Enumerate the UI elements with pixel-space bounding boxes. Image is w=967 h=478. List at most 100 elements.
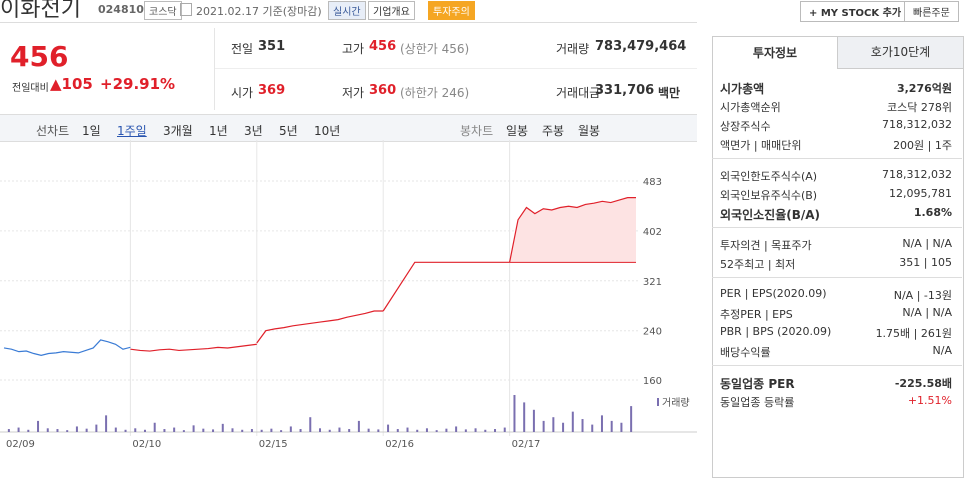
volume-bar xyxy=(56,429,59,432)
realtime-button[interactable]: 실시간 xyxy=(328,1,366,20)
info-label: 동일업종 PER xyxy=(720,377,795,391)
info-value: 351 | 105 xyxy=(899,256,952,269)
volume-bar xyxy=(299,429,302,432)
panel-tab[interactable]: 투자정보 xyxy=(713,37,837,69)
order-button[interactable]: 빠른주문 xyxy=(904,1,959,22)
period-tab[interactable]: 3년 xyxy=(244,124,263,138)
volume-bar xyxy=(630,406,633,432)
volume-bar xyxy=(620,422,623,432)
panel-tab[interactable]: 호가10단계 xyxy=(837,37,963,69)
volume-bar xyxy=(250,429,253,432)
volume-bar xyxy=(571,411,574,432)
cell-label: 전일 xyxy=(231,42,254,56)
cell-value: 351 xyxy=(258,39,286,54)
volume-bar xyxy=(455,426,458,432)
volume-bar xyxy=(562,422,565,432)
volume-bar xyxy=(114,427,117,432)
info-label: 투자의견 | 목표주가 xyxy=(720,239,812,252)
info-value: N/A | N/A xyxy=(902,306,952,319)
volume-bar xyxy=(192,425,195,432)
stock-title: 이화전기 xyxy=(0,0,81,22)
info-label: 액면가 | 매매단위 xyxy=(720,139,802,152)
info-value: 200원 | 1주 xyxy=(893,139,952,152)
volume-bar xyxy=(231,428,234,432)
price-box xyxy=(0,28,215,110)
volume-bar xyxy=(7,429,10,432)
info-label: 외국인소진율(B/A) xyxy=(720,208,821,222)
candle-tab[interactable]: 일봉 xyxy=(506,124,529,138)
volume-bar xyxy=(124,429,127,432)
info-row: PER | EPS(2020.09) N/A | -13원 xyxy=(720,287,952,303)
info-label: 배당수익률 xyxy=(720,346,771,359)
row-divider xyxy=(215,68,697,69)
volume-bar xyxy=(319,428,321,432)
volume-bar xyxy=(474,428,477,432)
volume-bar xyxy=(387,424,390,432)
info-label: 동일업종 등락률 xyxy=(720,396,795,409)
volume-bar xyxy=(367,428,370,432)
info-row: 시가총액 3,276억원 xyxy=(720,80,952,97)
period-tab[interactable]: 3개월 xyxy=(163,124,193,138)
price-line xyxy=(509,197,636,263)
price: 456 xyxy=(10,40,69,73)
cell-label: 저가 xyxy=(342,86,365,100)
volume-bar xyxy=(27,429,30,432)
info-label: 추정PER | EPS xyxy=(720,308,793,321)
volume-bar xyxy=(17,427,20,432)
volume-bar xyxy=(357,420,360,432)
candle-tab[interactable]: 주봉 xyxy=(542,124,565,138)
period-tab[interactable]: 1일 xyxy=(82,124,101,138)
period-tab[interactable]: 1년 xyxy=(209,124,228,138)
cell-label: 거래량 xyxy=(556,42,590,56)
volume-bar xyxy=(134,428,137,432)
x-tick-label: 02/15 xyxy=(259,439,288,450)
y-tick-label: 321 xyxy=(643,277,662,288)
info-label: 상장주식수 xyxy=(720,120,771,133)
info-row: 배당수익률 N/A xyxy=(720,344,952,360)
tab-bar xyxy=(0,114,697,142)
cell-label: 시가 xyxy=(231,86,254,100)
area-fill xyxy=(509,197,636,263)
volume-bar xyxy=(163,429,166,432)
info-label: 52주최고 | 최저 xyxy=(720,258,796,271)
volume-bar xyxy=(37,420,40,432)
cell-note: (상한가 456) xyxy=(400,42,470,56)
volume-bar xyxy=(212,429,215,432)
period-tab[interactable]: 10년 xyxy=(314,124,341,138)
period-tab[interactable]: 5년 xyxy=(279,124,298,138)
cell-note: (하한가 246) xyxy=(400,86,470,100)
info-row: 시가총액순위 코스닥 278위 xyxy=(720,99,952,115)
volume-bar xyxy=(75,426,78,432)
volume-legend-mark xyxy=(657,398,659,406)
volume-bar xyxy=(105,415,108,432)
market-badge: 코스닥 xyxy=(144,1,182,20)
info-row: 투자의견 | 목표주가 N/A | N/A xyxy=(720,237,952,253)
info-value: 3,276억원 xyxy=(896,82,952,95)
volume-bar xyxy=(85,428,88,432)
volume-legend: 거래량 xyxy=(662,397,690,409)
change-label: 전일대비 xyxy=(12,83,49,94)
info-value: 718,312,032 xyxy=(882,168,952,181)
volume-bar xyxy=(542,420,545,432)
info-label: PER | EPS(2020.09) xyxy=(720,287,827,300)
volume-bar xyxy=(95,424,98,432)
info-value: N/A xyxy=(932,344,952,357)
info-label: PBR | BPS (2020.09) xyxy=(720,325,832,338)
cell-value: 360 xyxy=(369,83,397,98)
x-tick-label: 02/09 xyxy=(6,439,35,450)
info-value: 코스닥 278위 xyxy=(887,101,952,114)
volume-bar xyxy=(66,430,69,432)
volume-bar xyxy=(280,430,283,432)
change-rate: +29.91% xyxy=(100,75,176,93)
volume-bar xyxy=(182,430,185,432)
volume-bar xyxy=(591,424,594,432)
info-row: 외국인한도주식수(A) 718,312,032 xyxy=(720,168,952,184)
period-tab[interactable]: 1주일 xyxy=(117,124,147,138)
volume-bar xyxy=(173,427,176,432)
info-value: 718,312,032 xyxy=(882,118,952,131)
company-button[interactable]: 기업개요 xyxy=(368,1,415,20)
candle-tab[interactable]: 월봉 xyxy=(578,124,601,138)
